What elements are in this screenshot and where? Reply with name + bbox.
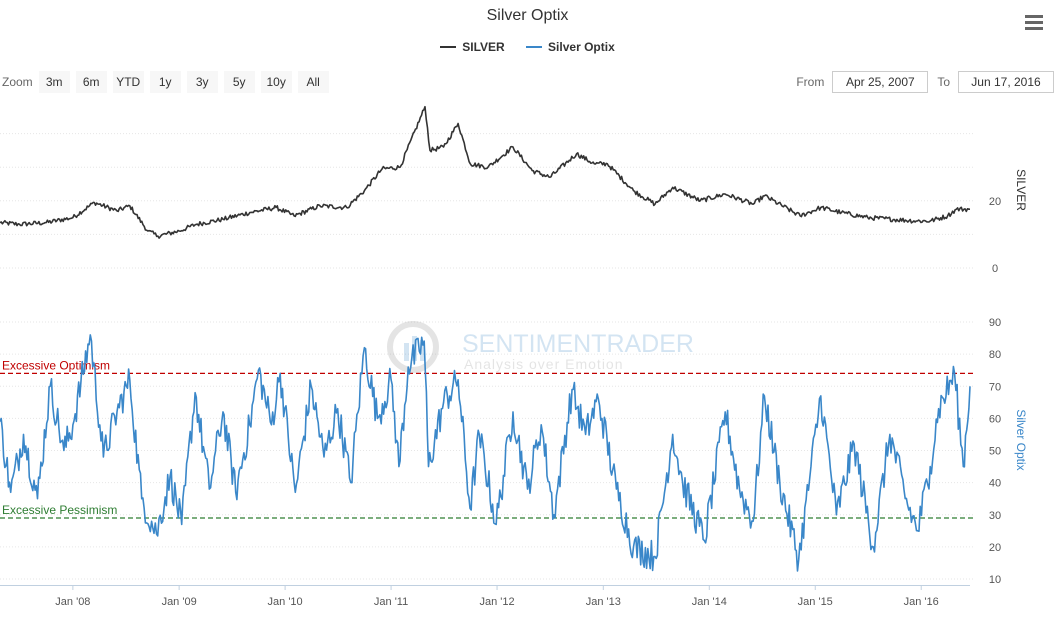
zoom-bar: Zoom 3m 6m YTD 1y 3y 5y 10y All [2,71,335,93]
watermark-logo-ring [387,321,439,373]
y-tick-label: 30 [989,510,1001,522]
y-tick-label: 80 [989,349,1001,361]
legend: SILVER Silver Optix [0,37,1055,54]
legend-item-silver-optix[interactable]: Silver Optix [526,40,615,54]
from-date-input[interactable] [832,71,929,93]
zoom-button-10y[interactable]: 10y [260,71,292,93]
x-tick-label: Jan '14 [692,596,727,608]
y-axis-title: Silver Optix [1014,409,1028,470]
date-range: From To [788,71,1055,93]
legend-label-silver-optix: Silver Optix [548,40,615,54]
axes: 0 20 SILVER 10 20 30 40 50 60 70 80 90 Silver Optix J… [0,169,1028,608]
y-tick-label: 0 [992,263,998,275]
x-tick-label: Jan '11 [374,596,408,608]
y-tick-label: 20 [989,196,1001,208]
watermark-logo-bar [404,343,409,361]
x-tick-label: Jan '15 [798,596,833,608]
y-tick-label: 40 [989,478,1001,490]
y-tick-label: 90 [989,317,1001,329]
from-label: From [796,75,825,89]
watermark-logo-bar [412,336,417,361]
series-line-silver[interactable] [0,105,970,239]
zoom-button-3m[interactable]: 3m [38,71,70,93]
to-date-input[interactable] [958,71,1054,93]
x-tick-label: Jan '12 [479,596,514,608]
legend-item-silver[interactable]: SILVER [440,40,505,54]
chart-title: Silver Optix [486,7,569,24]
watermark-logo-bar [420,340,425,361]
grid [0,133,975,580]
y-tick-label: 70 [989,381,1001,393]
zoom-button-3y[interactable]: 3y [186,71,218,93]
y-tick-label: 50 [989,446,1001,458]
legend-label-silver: SILVER [462,40,505,54]
to-label: To [937,75,950,89]
series-line-silver-optix[interactable] [0,334,971,572]
x-tick-label: Jan '08 [55,596,90,608]
x-tick-label: Jan '10 [268,596,303,608]
y-tick-label: 20 [989,542,1001,554]
zoom-button-all[interactable]: All [297,71,329,93]
x-tick-label: Jan '09 [162,596,197,608]
zoom-button-ytd[interactable]: YTD [112,71,144,93]
y-axis-title: SILVER [1014,169,1028,211]
reference-line-label: Excessive Optimism [2,358,110,372]
watermark-tagline: Analysis over Emotion [464,356,624,372]
watermark: SENTIMENTRADER Analysis over Emotion [387,321,694,373]
series-layer [0,105,971,572]
x-tick-label: Jan '13 [586,596,621,608]
y-tick-label: 60 [989,413,1001,425]
zoom-button-6m[interactable]: 6m [75,71,107,93]
watermark-title: SENTIMENTRADER [462,330,694,358]
y-tick-label: 10 [989,574,1001,586]
zoom-button-1y[interactable]: 1y [149,71,181,93]
legend-swatch-silver-optix [526,46,543,48]
hamburger-menu-icon[interactable] [1025,15,1043,30]
reference-line-label: Excessive Pessimism [2,503,117,517]
zoom-label: Zoom [2,75,33,89]
reference-lines: Excessive Optimism Excessive Pessimism [0,358,975,519]
x-tick-label: Jan '16 [904,596,939,608]
legend-swatch-silver [440,46,457,48]
zoom-button-5y[interactable]: 5y [223,71,255,93]
